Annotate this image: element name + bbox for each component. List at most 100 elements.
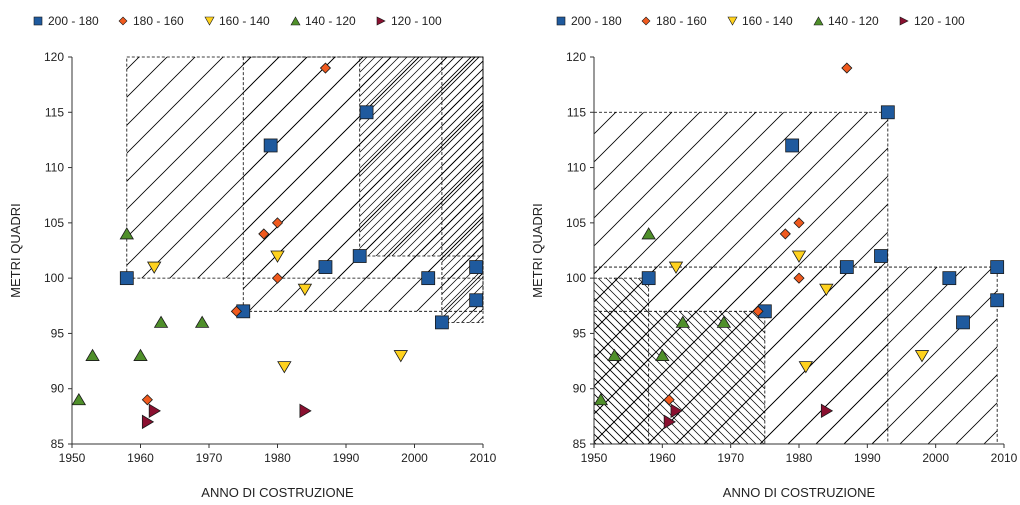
legend: 200 - 180 180 - 160 160 - 140 140 - 120 120 …: [556, 14, 965, 28]
legend-label: 200 - 180: [571, 14, 622, 28]
legend-item: 200 - 180: [556, 14, 622, 28]
hatched-region: [441, 56, 484, 323]
y-tick-label: 105: [44, 216, 64, 230]
legend-diamond-icon: [118, 16, 128, 26]
data-point: [655, 348, 670, 361]
data-points: [71, 62, 484, 430]
data-point: [230, 305, 242, 317]
hatched-region: [593, 310, 766, 445]
data-point: [663, 394, 675, 406]
x-tick-label: 1950: [581, 451, 608, 465]
data-point: [990, 293, 1005, 308]
data-point: [133, 348, 148, 361]
data-point: [785, 138, 800, 153]
data-point: [779, 228, 791, 240]
data-point: [148, 403, 161, 419]
data-point: [880, 105, 895, 120]
hatched-regions: [126, 56, 484, 323]
data-point: [393, 350, 409, 363]
legend-triangle-down-icon: [727, 16, 738, 26]
legend-diamond-icon: [641, 16, 651, 26]
x-tick-label: 2000: [922, 451, 949, 465]
data-point: [942, 271, 957, 286]
y-tick-label: 110: [45, 161, 64, 175]
data-point: [71, 392, 87, 406]
data-point: [716, 315, 732, 328]
data-point: [258, 228, 270, 240]
data-point: [641, 271, 656, 286]
data-points: [593, 62, 1005, 430]
data-point: [990, 260, 1005, 274]
data-point: [798, 361, 814, 374]
legend-item: 160 - 140: [727, 14, 793, 28]
legend-label: 160 - 140: [742, 14, 793, 28]
x-tick-label: 2010: [470, 451, 497, 465]
legend-label: 180 - 160: [133, 14, 184, 28]
data-point: [874, 249, 888, 263]
chart-panel-2: 200 - 180 180 - 160 160 - 140 140 - 120 120 …: [530, 14, 1018, 500]
data-point: [146, 261, 162, 274]
legend-triangle-up-icon: [290, 16, 301, 26]
y-axis-title: METRI QUADRI: [530, 203, 545, 298]
y-tick-label: 115: [567, 105, 586, 119]
legend: 200 - 180 180 - 160 160 - 140 140 - 120 120 …: [33, 14, 442, 28]
legend-label: 180 - 160: [656, 14, 707, 28]
legend-square-icon: [33, 16, 43, 26]
data-point: [607, 348, 622, 361]
legend-label: 120 - 100: [391, 14, 442, 28]
legend-square-icon: [556, 16, 566, 26]
data-point: [85, 348, 100, 361]
legend-label: 140 - 120: [305, 14, 356, 28]
data-point: [793, 272, 805, 284]
data-point: [263, 138, 278, 153]
data-point: [820, 403, 834, 419]
x-tick-label: 2000: [401, 451, 428, 465]
x-tick-label: 1950: [59, 451, 86, 465]
x-tick-label: 1960: [127, 451, 154, 465]
data-point: [839, 260, 854, 274]
y-tick-label: 95: [573, 326, 587, 340]
y-tick-label: 85: [51, 437, 65, 451]
legend-item: 140 - 120: [290, 14, 356, 28]
data-point: [841, 62, 853, 74]
x-tick-label: 1980: [264, 451, 291, 465]
data-point: [421, 271, 436, 286]
y-tick-label: 120: [44, 50, 64, 64]
data-point: [318, 260, 333, 274]
y-tick-label: 100: [44, 271, 64, 285]
data-point: [270, 250, 285, 263]
legend-triangle-right-icon: [376, 16, 386, 26]
legend-item: 140 - 120: [813, 14, 879, 28]
x-axis-title: ANNO DI COSTRUZIONE: [201, 485, 354, 500]
legend-item: 120 - 100: [899, 14, 965, 28]
y-axis-title: METRI QUADRI: [8, 203, 23, 298]
y-tick-label: 120: [566, 50, 586, 64]
data-point: [194, 315, 210, 328]
data-point: [752, 305, 764, 317]
data-point: [791, 250, 807, 263]
y-tick-label: 100: [566, 271, 586, 285]
legend-label: 120 - 100: [914, 14, 965, 28]
legend-label: 140 - 120: [828, 14, 879, 28]
x-tick-label: 1990: [333, 451, 360, 465]
data-point: [819, 283, 834, 296]
legend-item: 180 - 160: [641, 14, 707, 28]
legend-item: 160 - 140: [204, 14, 270, 28]
legend-label: 200 - 180: [48, 14, 99, 28]
data-point: [670, 403, 683, 419]
data-point: [141, 394, 153, 406]
y-tick-label: 105: [566, 216, 586, 230]
data-point: [434, 315, 449, 330]
chart-panel-1: 200 - 180 180 - 160 160 - 140 140 - 120 120 …: [8, 14, 497, 500]
legend-item: 180 - 160: [118, 14, 184, 28]
data-point: [641, 227, 656, 240]
y-tick-label: 95: [51, 326, 65, 340]
legend-item: 120 - 100: [376, 14, 442, 28]
x-tick-label: 1960: [649, 451, 676, 465]
data-point: [119, 271, 134, 286]
data-point: [297, 283, 313, 296]
y-tick-label: 90: [51, 382, 65, 396]
data-point: [675, 315, 691, 328]
y-tick-label: 90: [573, 382, 587, 396]
